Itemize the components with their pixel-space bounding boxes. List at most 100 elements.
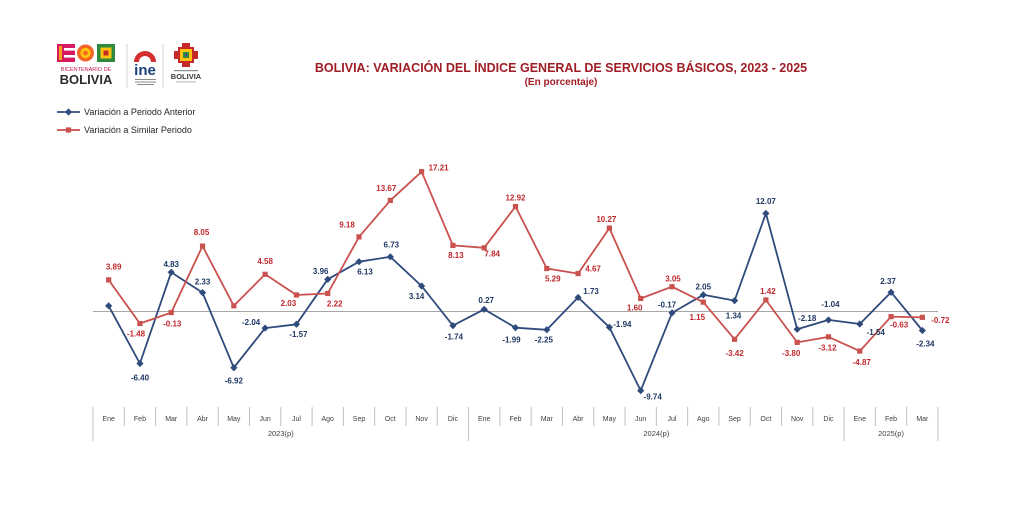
data-point-marker <box>105 302 113 310</box>
data-label: -1.94 <box>613 320 632 329</box>
estado-fine-print <box>176 81 196 83</box>
emblem-shape <box>103 50 109 56</box>
data-point-marker <box>386 253 394 261</box>
year-label: 2025(p) <box>878 429 904 438</box>
month-label: Oct <box>760 416 771 423</box>
data-label: 10.27 <box>596 215 617 224</box>
chakana-emblem-icon <box>174 43 198 67</box>
data-point-marker <box>292 320 301 328</box>
month-label: Mar <box>916 416 929 423</box>
emblem-shape <box>64 55 75 58</box>
legend-marker <box>64 108 73 116</box>
category-axis: Ene Feb Mar Abr May Jun Jul Ago Sep Oct Nov Dic Ene F… <box>92 407 939 441</box>
bicentenario-logo-wordmark: BOLIVIA <box>60 72 113 87</box>
data-point-marker <box>575 270 581 277</box>
data-label: 2.37 <box>880 277 896 286</box>
month-label: Feb <box>885 416 897 423</box>
data-point-marker <box>574 293 582 302</box>
data-label: -2.25 <box>535 336 554 345</box>
month-label: Dic <box>448 416 459 423</box>
data-label: -6.40 <box>131 373 150 382</box>
data-point-marker <box>857 348 863 354</box>
data-label: -2.04 <box>242 318 261 327</box>
data-point-marker <box>700 299 706 305</box>
month-label: Ago <box>321 416 334 423</box>
data-point-marker <box>167 268 175 276</box>
legend-label: Variación a Periodo Anterior <box>84 107 196 117</box>
data-point-marker <box>355 258 363 266</box>
data-point-marker <box>356 234 362 240</box>
data-label: 17.21 <box>429 163 450 172</box>
data-label: 2.05 <box>695 283 711 292</box>
month-label: Feb <box>134 416 146 423</box>
data-point-marker <box>918 326 926 335</box>
data-point-marker <box>480 305 488 313</box>
emblem-shape <box>83 50 88 56</box>
data-label: -1.57 <box>289 330 308 339</box>
month-label: Oct <box>385 416 396 423</box>
data-label: 13.67 <box>376 184 397 193</box>
month-label: Abr <box>573 416 585 423</box>
month-label: Sep <box>353 416 366 423</box>
month-label: May <box>603 416 617 423</box>
data-label: -3.12 <box>818 344 837 353</box>
data-point-marker <box>606 225 612 231</box>
data-label: 1.73 <box>583 287 599 296</box>
data-label: -4.87 <box>853 358 872 367</box>
data-label: 5.29 <box>545 274 561 283</box>
data-point-marker <box>730 297 739 305</box>
data-label: 8.05 <box>194 228 210 237</box>
data-point-marker <box>605 323 613 331</box>
data-label: 4.83 <box>163 260 179 269</box>
legend-square-marker-icon <box>57 127 80 133</box>
data-point-marker <box>762 209 770 218</box>
data-label: 6.13 <box>357 267 373 276</box>
data-label: -2.34 <box>916 339 935 348</box>
data-label: -1.74 <box>445 332 464 341</box>
legend-item-similar-periodo: Variación a Similar Periodo <box>56 125 195 135</box>
data-point-marker <box>919 314 925 320</box>
data-point-marker <box>637 387 645 395</box>
data-label: 2.22 <box>327 299 343 308</box>
year-label: 2024(p) <box>643 429 669 438</box>
data-point-marker <box>230 364 238 372</box>
data-label: -1.48 <box>127 329 146 338</box>
data-label: 12.07 <box>756 197 777 206</box>
month-label: Jul <box>292 416 301 423</box>
ine-fine-print <box>135 81 156 83</box>
month-label: Jun <box>635 416 646 423</box>
month-label: Nov <box>791 416 804 423</box>
data-label: 3.89 <box>106 263 122 272</box>
month-label: Feb <box>509 416 521 423</box>
series-2 <box>106 169 925 354</box>
data-label: 7.84 <box>484 250 500 259</box>
data-label: -6.92 <box>225 377 244 386</box>
data-label: 4.58 <box>257 257 273 266</box>
data-point-marker <box>543 326 551 334</box>
data-label: 12.92 <box>505 193 526 202</box>
data-point-marker <box>136 359 144 368</box>
data-point-marker <box>825 334 832 340</box>
month-label: Dic <box>823 416 834 423</box>
data-labels-series-1: -6.40 4.83 2.33 -6.92 -2.04 -1.57 3.96 6.13 6.73… <box>131 197 935 401</box>
data-label: -1.54 <box>867 328 886 337</box>
data-point-marker <box>794 339 800 345</box>
data-point-marker <box>668 309 676 317</box>
data-label: 3.05 <box>665 275 681 284</box>
data-point-marker <box>824 316 833 324</box>
month-label: Abr <box>197 416 209 423</box>
data-label: -0.17 <box>658 301 677 310</box>
data-point-marker <box>262 271 268 277</box>
data-point-marker <box>199 243 206 249</box>
data-point-marker <box>419 169 425 175</box>
data-point-marker <box>324 275 332 283</box>
data-label: 6.73 <box>384 241 400 250</box>
data-label: -0.13 <box>163 319 182 328</box>
data-label: 3.96 <box>313 267 329 276</box>
ine-fine-print <box>137 84 154 85</box>
data-label: 3.14 <box>409 292 425 301</box>
data-label: 1.60 <box>627 303 643 312</box>
data-point-marker <box>449 322 457 330</box>
data-label: 2.03 <box>281 299 297 308</box>
